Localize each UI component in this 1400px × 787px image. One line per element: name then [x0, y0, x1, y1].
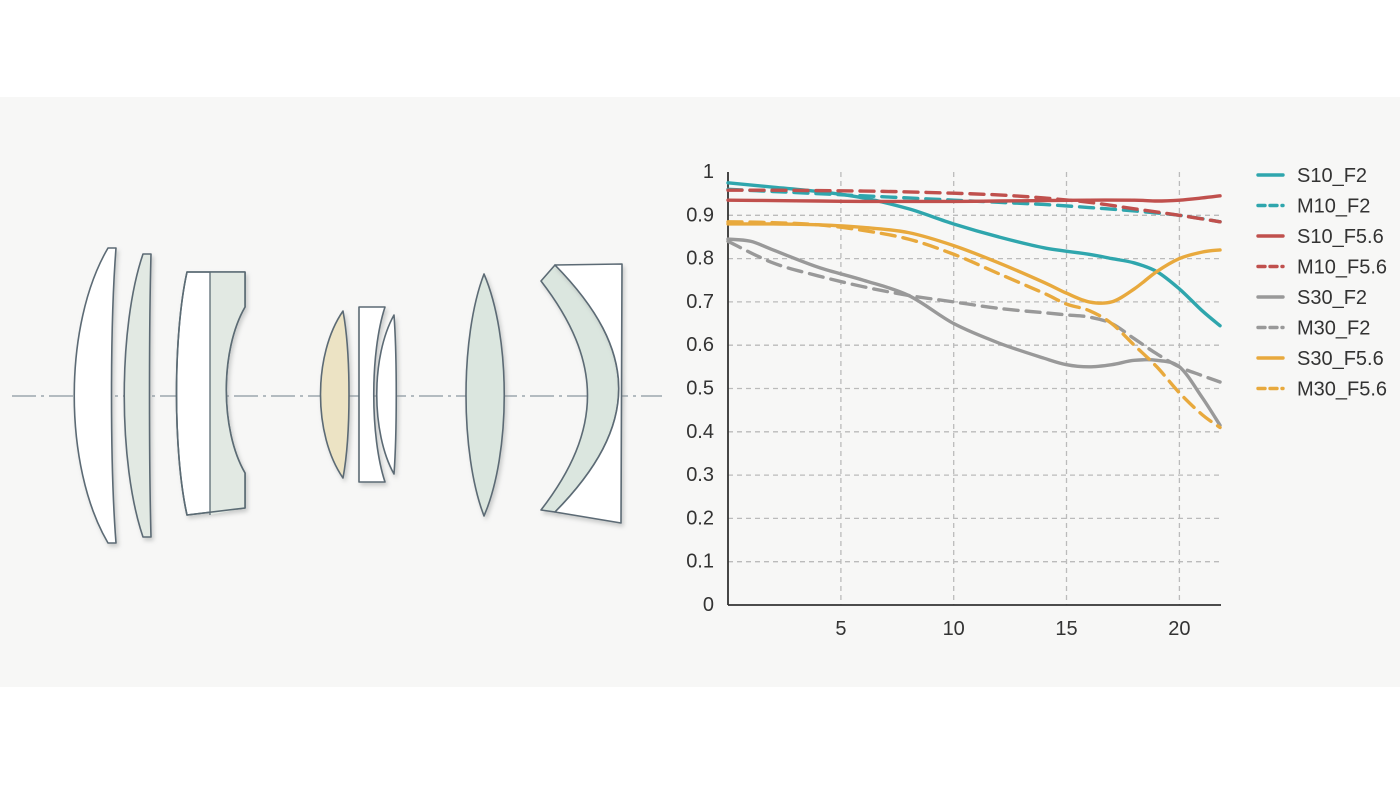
svg-text:0.6: 0.6 [686, 334, 714, 356]
svg-text:M30_F2: M30_F2 [1297, 318, 1370, 340]
svg-text:0.8: 0.8 [686, 248, 714, 270]
svg-text:5: 5 [835, 618, 846, 640]
svg-text:M10_F2: M10_F2 [1297, 196, 1370, 218]
svg-text:0: 0 [703, 594, 714, 616]
svg-text:10: 10 [943, 618, 965, 640]
svg-text:0.5: 0.5 [686, 378, 714, 400]
svg-text:0.1: 0.1 [686, 551, 714, 573]
svg-text:15: 15 [1055, 618, 1077, 640]
svg-text:M10_F5.6: M10_F5.6 [1297, 257, 1387, 279]
svg-text:0.3: 0.3 [686, 464, 714, 486]
svg-text:0.4: 0.4 [686, 421, 714, 443]
svg-text:1: 1 [703, 161, 714, 183]
svg-text:M30_F5.6: M30_F5.6 [1297, 379, 1387, 401]
svg-text:S30_F2: S30_F2 [1297, 287, 1367, 309]
svg-text:0.9: 0.9 [686, 204, 714, 226]
svg-text:S10_F2: S10_F2 [1297, 165, 1367, 187]
svg-text:0.2: 0.2 [686, 507, 714, 529]
svg-text:0.7: 0.7 [686, 291, 714, 313]
svg-text:S30_F5.6: S30_F5.6 [1297, 348, 1384, 370]
svg-text:S10_F5.6: S10_F5.6 [1297, 226, 1384, 248]
svg-text:20: 20 [1168, 618, 1190, 640]
